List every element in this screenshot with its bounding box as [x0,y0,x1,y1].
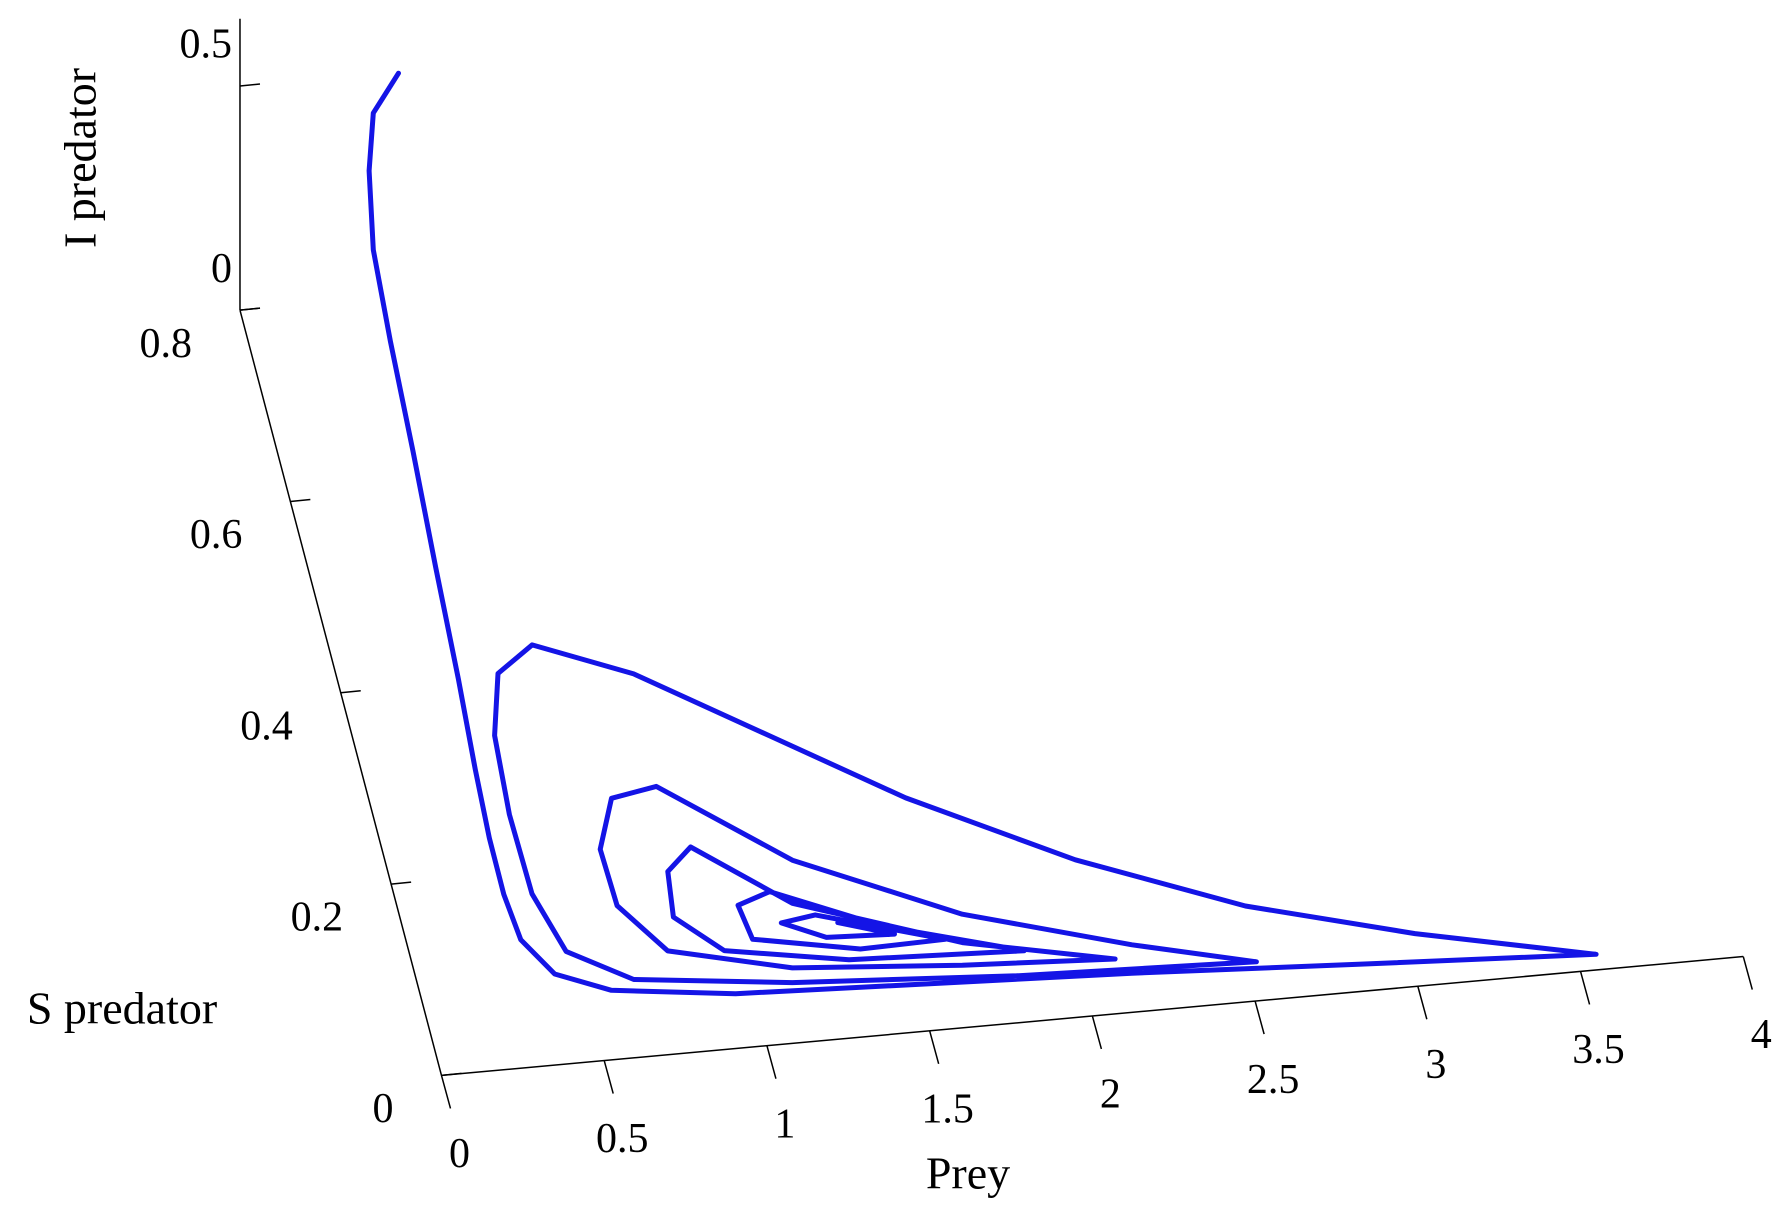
x-tick [603,1060,614,1094]
x-tick-label: 2 [1100,1072,1121,1118]
y-tick-label: 0.2 [291,895,344,941]
y-tick-label: 0 [372,1086,393,1132]
y-tick [441,1072,462,1077]
x-tick [1579,971,1591,1005]
y-axis [239,309,443,1076]
x-tick-label: 2.5 [1247,1057,1300,1103]
trajectory [366,70,1599,997]
x-tick-label: 3 [1425,1042,1446,1088]
y-tick [290,498,311,503]
x-tick-label: 4 [1751,1012,1772,1058]
x-tick-label: 3.5 [1572,1027,1625,1073]
y-axis-label: S predator [27,983,217,1034]
x-tick [1417,986,1428,1020]
x-tick [928,1030,940,1065]
x-tick-label: 0 [449,1131,470,1177]
x-tick-label: 0.5 [596,1116,649,1162]
z-tick [239,307,261,311]
x-tick [440,1075,452,1109]
x-axis-label: Prey [926,1148,1010,1199]
y-tick [340,690,361,694]
y-tick-label: 0.8 [139,321,192,367]
z-tick-label: 0 [211,246,232,292]
z-tick [239,83,261,87]
x-tick [766,1045,777,1079]
x-tick [1254,1000,1265,1035]
x-tick-label: 1 [774,1101,795,1147]
y-tick-label: 0.6 [190,512,243,558]
z-axis-label: I predator [55,68,106,248]
x-tick-label: 1.5 [921,1086,974,1132]
x-tick [1091,1015,1103,1050]
y-tick [391,881,412,885]
z-tick-label: 0.5 [179,22,232,68]
y-tick-label: 0.4 [240,703,293,749]
x-tick [1742,956,1754,990]
